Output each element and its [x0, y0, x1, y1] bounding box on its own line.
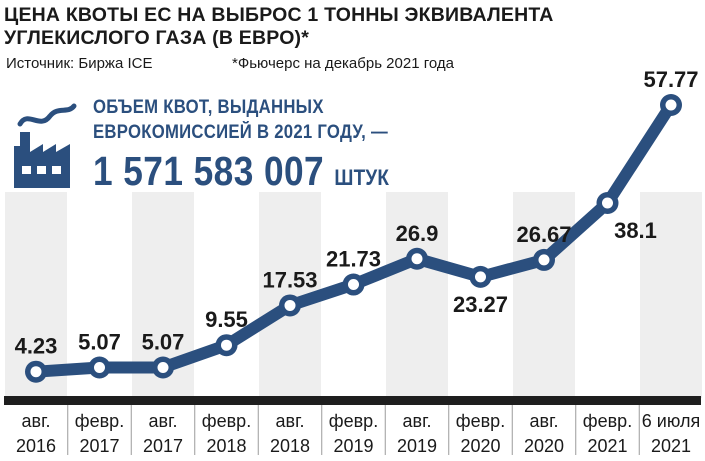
value-label: 4.23 [15, 334, 58, 359]
footnote: *Фьючерс на декабрь 2021 года [232, 55, 454, 72]
quota-number: 1 571 583 007 [93, 148, 325, 194]
chart-title-line2: УГЛЕКИСЛОГО ГАЗА (В ЕВРО)* [4, 27, 310, 49]
quota-unit: ШТУК [334, 165, 390, 190]
data-point-center [348, 279, 359, 291]
quota-amount: 1 571 583 007 ШТУК [93, 148, 389, 201]
x-tick-label-month: авг. [530, 411, 559, 431]
x-tick-label-year: 2019 [397, 436, 437, 456]
column-band [513, 192, 575, 398]
x-tick-label-year: 2017 [79, 436, 119, 456]
x-tick-label-year: 2021 [651, 436, 691, 456]
quota-callout: ОБЪЕМ КВОТ, ВЫДАННЫХ ЕВРОКОМИССИЕЙ В 202… [93, 95, 437, 201]
x-tick-label-month: февр. [75, 411, 124, 431]
source-note: Источник: Биржа ICE [6, 55, 153, 72]
quota-callout-line1: ОБЪЕМ КВОТ, ВЫДАННЫХ [93, 97, 324, 118]
data-points [25, 94, 682, 383]
value-label: 17.53 [262, 267, 317, 292]
x-tick-label-year: 2019 [333, 436, 373, 456]
x-axis-bar [4, 396, 701, 405]
x-tick-labels: авг. 2016 февр. 2017 авг. 2017 февр. 2018 авг. 20… [16, 411, 700, 456]
data-point-center [221, 339, 232, 351]
column-band [640, 192, 702, 398]
value-label: 38.1 [614, 218, 657, 243]
x-tick-label-year: 2018 [270, 436, 310, 456]
x-tick-label-month: авг. [276, 411, 305, 431]
factory-icon [14, 103, 77, 188]
data-point-center [665, 99, 677, 111]
value-label: 26.9 [396, 221, 439, 246]
quota-callout-line2: ЕВРОКОМИССИЕЙ В 2021 ГОДУ, — [93, 122, 388, 143]
x-tick-label-year: 2017 [143, 436, 183, 456]
x-tick-label-month: авг. [403, 411, 432, 431]
x-tick-label-month: февр. [202, 411, 251, 431]
value-label: 57.77 [643, 67, 698, 92]
x-tick-label-month: авг. [149, 411, 178, 431]
x-tick-label-month: авг. [22, 411, 51, 431]
value-labels: 4.23 5.07 5.07 9.55 17.53 21.73 26.9 23.27 26.67… [15, 67, 699, 359]
value-label: 26.67 [516, 222, 571, 247]
value-label: 23.27 [453, 292, 508, 317]
data-point-center [411, 253, 423, 265]
x-tick-label-year: 2021 [587, 436, 627, 456]
x-tick-label-year: 2020 [524, 436, 564, 456]
x-axis [4, 396, 701, 455]
x-tick-label-year: 2018 [206, 436, 246, 456]
x-tick-label-month: февр. [329, 411, 378, 431]
data-point-center [30, 366, 42, 378]
x-tick-label-month: февр. [456, 411, 505, 431]
value-label: 5.07 [78, 330, 121, 355]
chart-title-line1: ЦЕНА КВОТЫ ЕС НА ВЫБРОС 1 ТОННЫ ЭКВИВАЛЕ… [4, 4, 554, 26]
data-point-center [602, 197, 613, 209]
chart-title: ЦЕНА КВОТЫ ЕС НА ВЫБРОС 1 ТОННЫ ЭКВИВАЛЕ… [4, 4, 604, 50]
data-point-center [538, 254, 550, 266]
x-tick-label-year: 2016 [16, 436, 56, 456]
value-label: 5.07 [142, 330, 185, 355]
data-point-center [157, 362, 169, 374]
x-tick-label-year: 2020 [460, 436, 500, 456]
column-band [386, 192, 448, 398]
value-label: 9.55 [205, 307, 248, 332]
x-tick-label-month: 6 июля [642, 411, 700, 431]
x-tick-label-month: февр. [583, 411, 632, 431]
data-point-center [94, 362, 105, 374]
data-point-center [475, 271, 486, 283]
value-label: 21.73 [326, 247, 381, 272]
data-point-center [284, 299, 296, 311]
